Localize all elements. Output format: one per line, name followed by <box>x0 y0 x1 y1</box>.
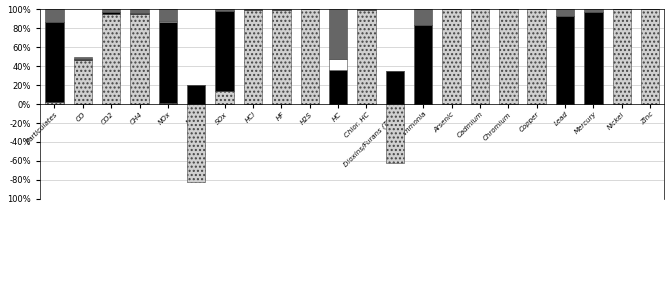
Bar <box>244 9 262 10</box>
Bar <box>130 14 149 104</box>
Bar <box>215 9 234 11</box>
Bar <box>102 9 120 12</box>
Bar <box>158 9 177 21</box>
Bar <box>74 58 92 60</box>
Bar <box>272 10 291 104</box>
Bar <box>244 10 262 104</box>
Bar <box>499 9 517 104</box>
Bar <box>641 9 660 104</box>
Bar <box>584 9 603 12</box>
Bar <box>301 9 319 104</box>
Bar <box>45 102 64 104</box>
Bar <box>130 9 149 13</box>
Bar <box>470 9 489 104</box>
Bar <box>102 12 120 14</box>
Bar <box>414 9 432 25</box>
Bar <box>215 91 234 104</box>
Bar <box>556 16 574 104</box>
Bar <box>45 9 64 21</box>
Bar <box>357 9 376 10</box>
Bar <box>442 9 461 104</box>
Bar <box>187 85 205 104</box>
Bar <box>329 9 348 58</box>
Bar <box>215 11 234 91</box>
Bar <box>74 57 92 58</box>
Bar <box>102 14 120 104</box>
Bar <box>329 70 348 104</box>
Bar <box>158 103 177 104</box>
Bar <box>357 10 376 104</box>
Bar <box>187 104 205 182</box>
Bar <box>386 71 404 104</box>
Bar <box>386 104 404 163</box>
Bar <box>158 21 177 103</box>
Bar <box>272 9 291 10</box>
Bar <box>584 12 603 104</box>
Bar <box>45 21 64 102</box>
Bar <box>613 9 631 104</box>
Bar <box>527 9 546 104</box>
Bar <box>130 13 149 14</box>
Bar <box>329 58 348 70</box>
Bar <box>414 25 432 104</box>
Bar <box>74 60 92 104</box>
Bar <box>556 9 574 16</box>
